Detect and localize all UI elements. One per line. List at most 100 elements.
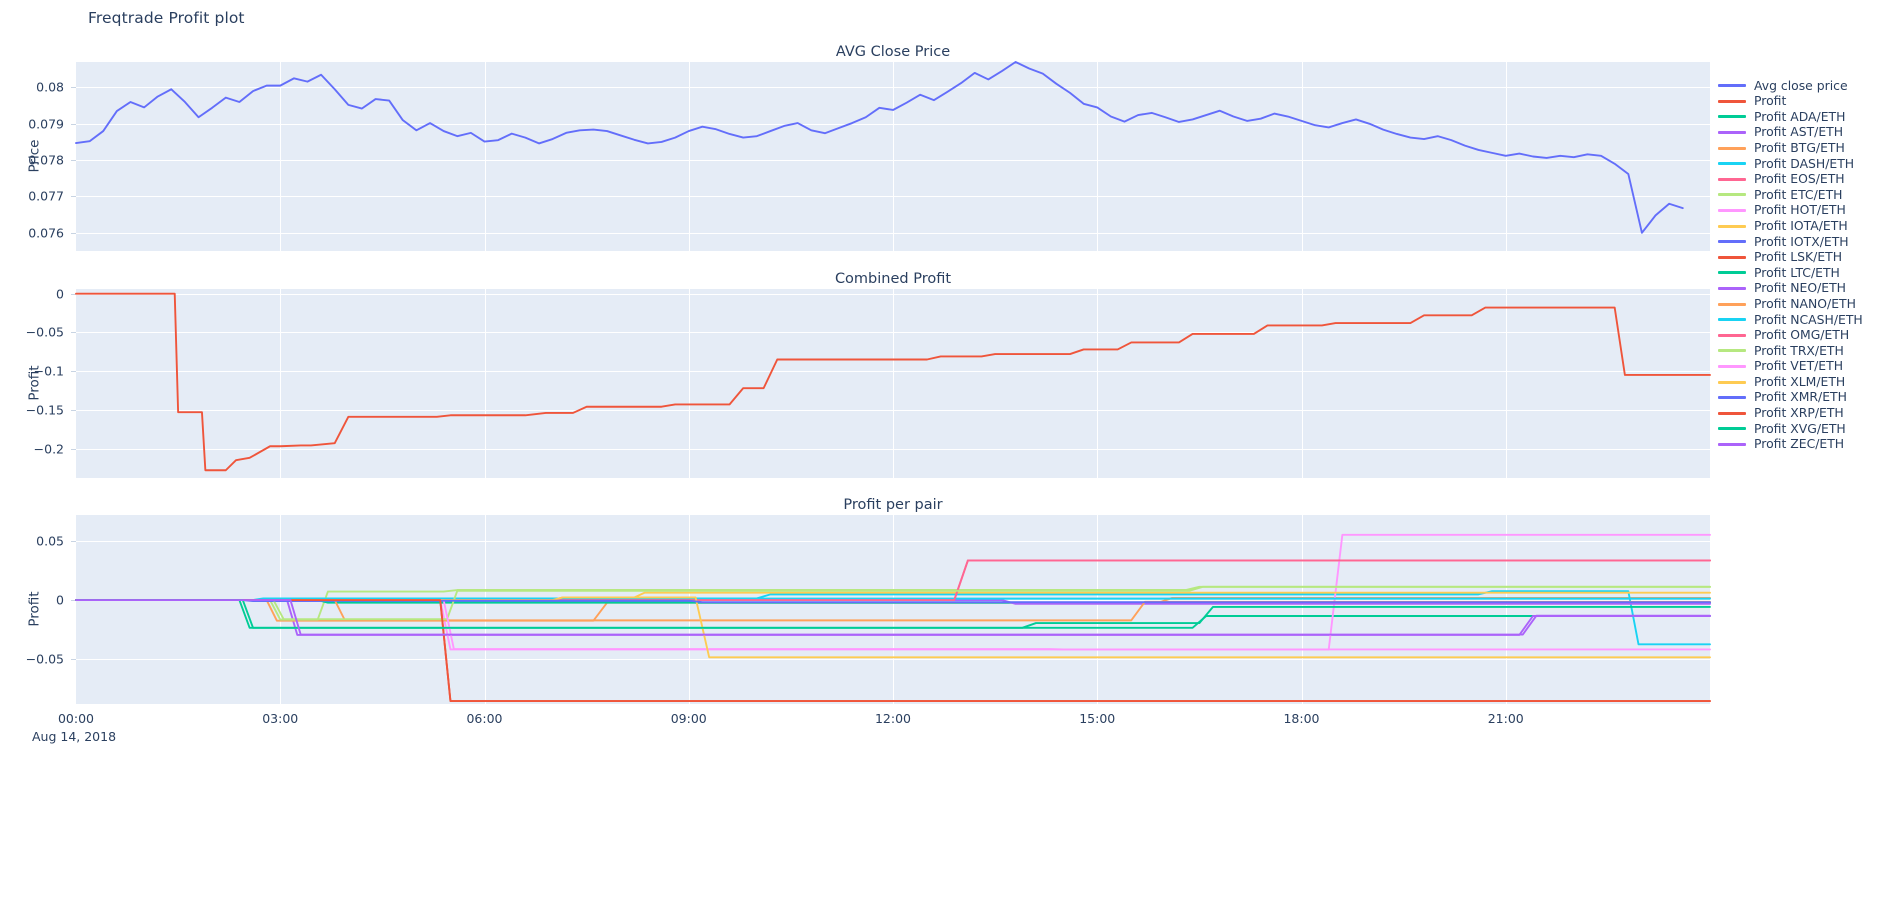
legend-swatch-icon [1718, 131, 1746, 135]
subplot-title-avg-close-price: AVG Close Price [835, 44, 951, 60]
y-tick-mark [71, 600, 76, 602]
subplot-profit-per-pair [71, 515, 1711, 704]
series-line[interactable] [75, 599, 1711, 636]
y-tick-mark [71, 160, 76, 162]
legend-swatch-icon [1718, 349, 1746, 353]
legend-item-profit-vet-eth[interactable]: Profit VET/ETH [1718, 359, 1896, 375]
legend-item-profit-ast-eth[interactable]: Profit AST/ETH [1718, 125, 1896, 141]
legend-item-label: Profit VET/ETH [1754, 358, 1844, 374]
legend-item-label: Profit [1754, 93, 1787, 109]
x-tick-label: 09:00 [670, 711, 707, 726]
series-line[interactable] [75, 292, 1711, 472]
legend-item-profit-omg-eth[interactable]: Profit OMG/ETH [1718, 328, 1896, 344]
legend-item-label: Profit ADA/ETH [1754, 108, 1846, 124]
legend-swatch-icon [1718, 146, 1746, 150]
legend-swatch-icon [1718, 271, 1746, 275]
subplot-combined-profit [71, 289, 1711, 478]
legend-item-label: Profit EOS/ETH [1754, 171, 1845, 187]
series-layer-avg-close-price [75, 61, 1684, 234]
x-gridline [893, 515, 894, 704]
y-tick-mark [71, 232, 76, 234]
page-title: Freqtrade Profit plot [88, 9, 245, 27]
legend-item-label: Profit XVG/ETH [1754, 420, 1846, 436]
x-gridline [1301, 515, 1303, 704]
x-gridline [280, 62, 282, 251]
legend-item-profit-xmr-eth[interactable]: Profit XMR/ETH [1718, 390, 1896, 406]
y-tick-label: 0 [56, 592, 64, 608]
legend-item-profit-ada-eth[interactable]: Profit ADA/ETH [1718, 109, 1896, 125]
legend[interactable]: Avg close price Profit Profit ADA/ETH Profi… [1718, 78, 1896, 452]
legend-item-profit-zec-eth[interactable]: Profit ZEC/ETH [1718, 437, 1896, 453]
series-line[interactable] [75, 585, 1711, 621]
y-axis-title-combined-profit: Profit [26, 364, 42, 401]
x-gridline [484, 515, 486, 704]
x-gridline [893, 62, 894, 251]
legend-swatch-icon [1718, 84, 1746, 88]
series-line[interactable] [75, 599, 1711, 629]
series-layer-combined-profit [75, 292, 1711, 472]
legend-item-profit-nano-eth[interactable]: Profit NANO/ETH [1718, 296, 1896, 312]
legend-item-label: Profit TRX/ETH [1754, 342, 1844, 358]
legend-swatch-icon [1718, 209, 1746, 213]
x-gridline [1505, 289, 1507, 478]
y-tick-mark [71, 332, 76, 334]
x-gridline [1505, 515, 1507, 704]
legend-item-profit-hot-eth[interactable]: Profit HOT/ETH [1718, 203, 1896, 219]
y-tick-label: 0.079 [28, 116, 64, 132]
legend-item-profit-xrp-eth[interactable]: Profit XRP/ETH [1718, 405, 1896, 421]
legend-item-label: Profit IOTA/ETH [1754, 217, 1848, 233]
series-line[interactable] [75, 585, 1711, 621]
y-tick-label: −0.1 [33, 363, 64, 379]
legend-item-label: Profit XMR/ETH [1754, 389, 1847, 405]
y-tick-mark [71, 123, 76, 125]
legend-swatch-icon [1718, 224, 1746, 228]
legend-item-profit-neo-eth[interactable]: Profit NEO/ETH [1718, 281, 1896, 297]
x-gridline [688, 62, 690, 251]
x-gridline [280, 515, 282, 704]
legend-swatch-icon [1718, 99, 1746, 103]
x-tick-label: 21:00 [1487, 711, 1524, 726]
series-line[interactable] [75, 61, 1684, 234]
y-tick-label: 0.076 [28, 225, 64, 241]
x-gridline [893, 289, 894, 478]
series-line[interactable] [75, 599, 1711, 636]
legend-item-profit-etc-eth[interactable]: Profit ETC/ETH [1718, 187, 1896, 203]
legend-swatch-icon [1718, 380, 1746, 384]
y-tick-label: 0.08 [36, 79, 64, 95]
x-gridline [484, 62, 486, 251]
legend-item-profit-xlm-eth[interactable]: Profit XLM/ETH [1718, 374, 1896, 390]
y-tick-mark [71, 293, 76, 295]
legend-item-profit[interactable]: Profit [1718, 94, 1896, 110]
x-tick-label: 00:00 [57, 711, 95, 726]
legend-item-label: Profit ZEC/ETH [1754, 436, 1845, 452]
subplot-title-combined-profit: Combined Profit [834, 271, 952, 287]
y-tick-label: 0 [56, 286, 64, 302]
legend-swatch-icon [1718, 442, 1746, 446]
legend-swatch-icon [1718, 255, 1746, 259]
legend-item-profit-dash-eth[interactable]: Profit DASH/ETH [1718, 156, 1896, 172]
legend-item-profit-iotx-eth[interactable]: Profit IOTX/ETH [1718, 234, 1896, 250]
legend-item-profit-xvg-eth[interactable]: Profit XVG/ETH [1718, 421, 1896, 437]
legend-item-profit-iota-eth[interactable]: Profit IOTA/ETH [1718, 218, 1896, 234]
legend-item-avg-close-price[interactable]: Avg close price [1718, 78, 1896, 94]
legend-item-profit-lsk-eth[interactable]: Profit LSK/ETH [1718, 250, 1896, 266]
x-gridline [1097, 62, 1099, 251]
legend-item-profit-eos-eth[interactable]: Profit EOS/ETH [1718, 172, 1896, 188]
y-tick-label: −0.05 [25, 651, 64, 667]
x-gridline [484, 289, 486, 478]
legend-swatch-icon [1718, 240, 1746, 244]
legend-item-profit-ltc-eth[interactable]: Profit LTC/ETH [1718, 265, 1896, 281]
y-tick-label: −0.15 [25, 402, 64, 418]
legend-item-profit-trx-eth[interactable]: Profit TRX/ETH [1718, 343, 1896, 359]
legend-item-label: Profit BTG/ETH [1754, 139, 1845, 155]
legend-item-profit-ncash-eth[interactable]: Profit NCASH/ETH [1718, 312, 1896, 328]
y-tick-mark [71, 371, 76, 373]
x-tick-label: 18:00 [1283, 711, 1320, 726]
x-gridline [1097, 289, 1099, 478]
legend-swatch-icon [1718, 333, 1746, 337]
legend-item-profit-btg-eth[interactable]: Profit BTG/ETH [1718, 140, 1896, 156]
y-tick-mark [71, 448, 76, 450]
y-tick-label: −0.05 [25, 324, 64, 340]
y-tick-mark [71, 87, 76, 89]
